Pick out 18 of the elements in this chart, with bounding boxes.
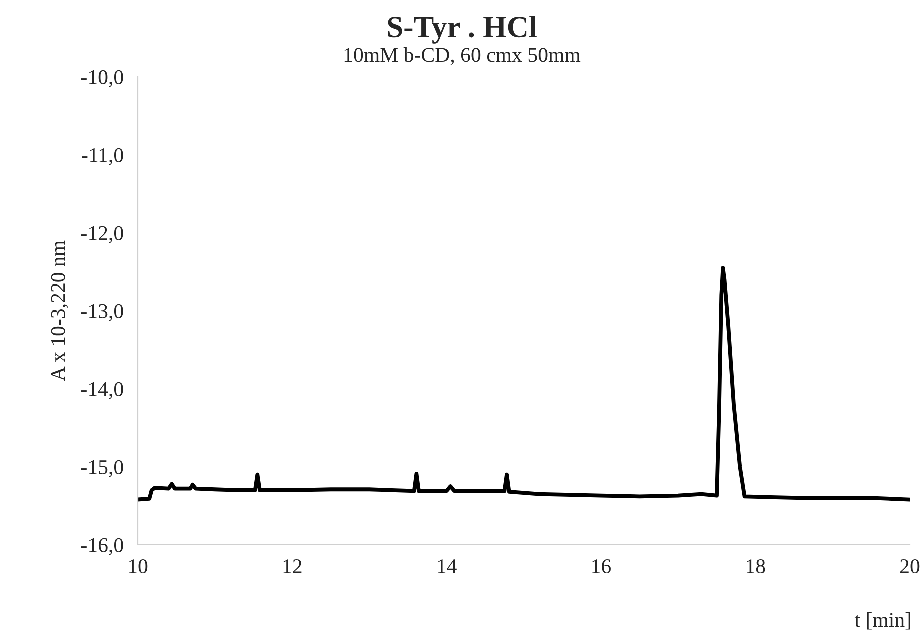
y-axis-title: A x 10-3,220 nm xyxy=(51,240,68,382)
x-axis-title: t [min] xyxy=(854,612,910,630)
x-tick-label: 20 xyxy=(900,559,920,574)
y-tick-label: -10,0 xyxy=(81,70,124,88)
line-series xyxy=(138,266,910,502)
x-tick-label: 16 xyxy=(592,560,611,574)
x-tick-label: 14 xyxy=(438,560,457,574)
y-tick-label: -14,0 xyxy=(81,382,124,400)
y-tick-label: -12,0 xyxy=(81,226,124,244)
x-tick-label: 10 xyxy=(129,559,148,574)
chart-title: S-Tyr . HCl xyxy=(388,16,537,44)
x-tick-label: 18 xyxy=(747,559,766,574)
y-tick-label: -15,0 xyxy=(81,460,124,478)
y-tick-label: -11,0 xyxy=(82,148,124,166)
y-tick-label: -13,0 xyxy=(81,304,124,322)
x-tick-label: 12 xyxy=(284,560,302,574)
y-tick-label: -16,0 xyxy=(81,538,124,556)
chart-subtitle: 10mM b-CD, 60 cmx 50mm xyxy=(344,48,581,66)
